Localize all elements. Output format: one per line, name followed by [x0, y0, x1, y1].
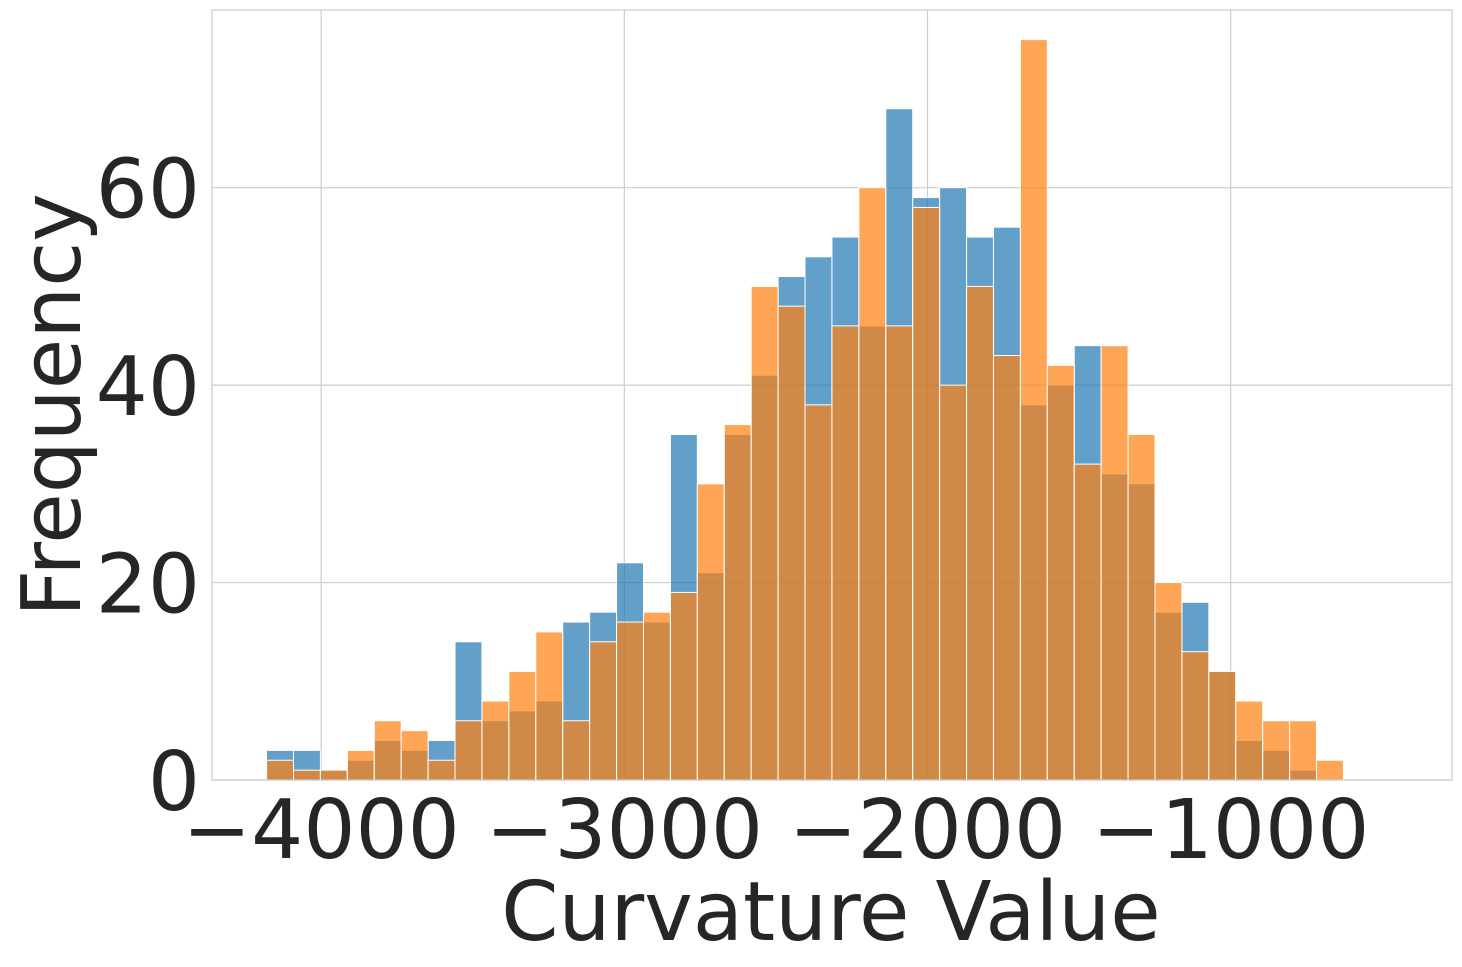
histogram-bar: [939, 384, 968, 781]
histogram-bar: [454, 720, 483, 781]
histogram-bar: [885, 325, 914, 781]
histogram-bar: [1100, 345, 1129, 781]
histogram-bar: [427, 759, 456, 781]
y-tick-labels: 0 20 40 60: [96, 143, 200, 830]
y-tick-label: 40: [96, 340, 200, 435]
histogram-bar: [1127, 433, 1156, 781]
x-tick-labels: −4000 −3000 −2000 −1000: [182, 783, 1369, 878]
histogram-bar: [1181, 651, 1210, 781]
histogram-bar: [346, 749, 375, 781]
histogram-bar: [1019, 39, 1048, 781]
histogram-bar: [589, 641, 618, 781]
histogram-bar: [1154, 582, 1183, 781]
y-tick-label: 20: [96, 538, 200, 633]
histogram-bar: [642, 611, 671, 781]
histogram-bar: [750, 285, 779, 781]
histogram-bar: [535, 631, 564, 781]
histogram-bar: [373, 720, 402, 781]
histogram-bar: [696, 483, 725, 781]
x-tick-label: −4000: [182, 783, 459, 878]
series-orange-bars: [266, 39, 1344, 781]
x-axis-label: Curvature Value: [501, 865, 1160, 960]
histogram-bar: [508, 670, 537, 781]
histogram-bar: [992, 355, 1021, 781]
histogram-bar: [1208, 670, 1237, 781]
histogram-bar: [858, 187, 887, 781]
histogram-bar: [1289, 720, 1318, 781]
histogram-bar: [831, 325, 860, 781]
y-axis-label: Frequency: [5, 193, 100, 617]
x-tick-label: −2000: [789, 783, 1066, 878]
x-tick-label: −1000: [1092, 783, 1369, 878]
histogram-bar: [292, 769, 321, 781]
histogram-bar: [562, 720, 591, 781]
histogram-bar: [1073, 463, 1102, 781]
x-tick-label: −3000: [486, 783, 763, 878]
histogram-bar: [723, 424, 752, 781]
histogram-bar: [669, 591, 698, 781]
y-tick-label: 60: [96, 143, 200, 238]
histogram-bar: [1316, 759, 1344, 781]
histogram-bar: [1235, 700, 1264, 781]
histogram-bar: [1262, 720, 1291, 781]
histogram-bar: [616, 621, 644, 781]
histogram-bar: [912, 206, 941, 781]
histogram-bar: [319, 769, 348, 781]
histogram-bar: [400, 730, 429, 781]
y-tick-label: 0: [148, 735, 200, 830]
histogram-bar: [266, 759, 294, 781]
plot-frame: [211, 9, 1453, 781]
histogram-bar: [804, 404, 833, 781]
histogram-bar: [1046, 364, 1075, 781]
histogram-bar: [777, 305, 806, 781]
histogram-bar: [481, 700, 510, 781]
histogram-bar: [966, 285, 994, 781]
